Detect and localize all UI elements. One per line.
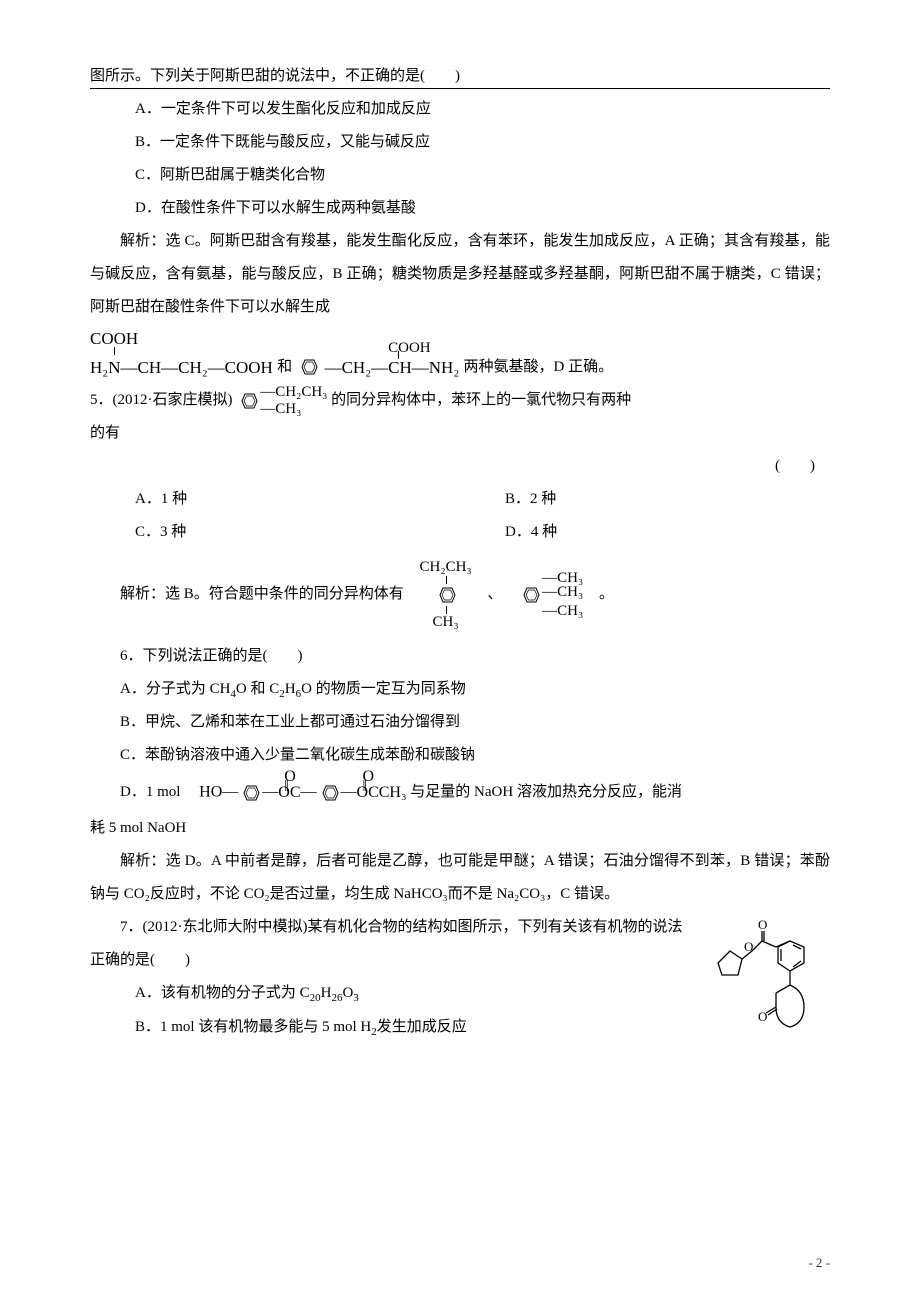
q6-option-b: B．甲烷、乙烯和苯在工业上都可通过石油分馏得到 [90, 706, 830, 739]
q5-isomer-2: —CH₃ —CH₃ —CH₃ [518, 570, 583, 620]
q7-structure-figure: O O O [700, 915, 830, 1045]
q7b-pre: B．1 mol 该有机物最多能与 5 mol H [135, 1019, 371, 1035]
svg-text:O: O [758, 917, 767, 932]
q6a-post: O 的物质一定互为同系物 [301, 681, 466, 697]
chem-struct-1b: H₂N—CH—CH₂—COOH [90, 359, 273, 376]
q7b-post: 发生加成反应 [377, 1019, 467, 1035]
q5-stem-pre: 5．(2012·石家庄模拟) [90, 392, 236, 408]
h2n: H₂N [90, 358, 120, 377]
page-number: - 2 - [808, 1249, 830, 1278]
q6-option-d-line2: 耗 5 mol NaOH [90, 812, 830, 845]
cooh2: COOH [225, 358, 273, 377]
sub20: 20 [310, 992, 321, 1004]
ch3d: CH₃ [557, 584, 583, 600]
q5-options-row1: A．1 种 B．2 种 [90, 483, 830, 516]
q6a-mid2: H [285, 681, 296, 697]
svg-text:O: O [744, 939, 753, 954]
benzene-icon [236, 390, 260, 412]
q6-option-d: D．1 mol HO——O‖OC——O‖OCCH₃ 与足量的 NaOH 溶液加热… [90, 780, 830, 804]
q6d-pre: D．1 mol [120, 784, 195, 800]
q7a-post: O [342, 985, 353, 1001]
benzene-icon [317, 782, 341, 804]
q7a-pre: A．该有机物的分子式为 C [135, 985, 310, 1001]
q5-blank: ( ) [90, 450, 830, 483]
ch: CH [137, 358, 161, 377]
chem-struct-1: COOH [90, 330, 138, 355]
q5-options-row2: C．3 种 D．4 种 [90, 516, 830, 549]
ch3e: CH₃ [557, 603, 583, 619]
q4-option-a: A．一定条件下可以发生酯化反应和加成反应 [90, 93, 830, 126]
nh2: NH₂ [429, 358, 459, 377]
q5-option-c: C．3 种 [90, 516, 460, 549]
ch2ch3: CH₂CH₃ [275, 384, 327, 400]
and-text: 和 [277, 359, 292, 375]
q7a-mid: H [321, 985, 332, 1001]
q5-expl-mid: 、 [487, 586, 502, 602]
q5-stem-line2: 的有 [90, 417, 830, 450]
cooh3: COOH [388, 341, 431, 356]
ch3a: CH₃ [275, 401, 301, 417]
sub26: 26 [331, 992, 342, 1004]
benzene-icon [518, 584, 542, 606]
ho: HO [199, 784, 222, 801]
q5-stem-post: 的同分异构体中，苯环上的一氯代物只有两种 [331, 392, 631, 408]
q7-block: O O O 7．(2012·东北师大附中模拟)某有机化合物的结构如图所示，下列有… [90, 911, 830, 1043]
oc: OC [278, 784, 300, 801]
q5-explanation: 解析：选 B。符合题中条件的同分异构体有 CH₂CH₃ CH₃ 、 —CH₃ —… [90, 559, 830, 630]
q5-expl-post: 。 [599, 586, 614, 602]
q4-chem-line: COOH H₂N—CH—CH₂—COOH 和 —CH₂—COOHCH—NH₂ 两… [90, 330, 830, 378]
q6-option-a: A．分子式为 CH4O 和 C2H6O 的物质一定互为同系物 [90, 673, 830, 706]
q6-stem: 6．下列说法正确的是( ) [90, 640, 830, 673]
ch2b: CH₂ [342, 358, 372, 377]
q5-structure: —CH₂CH₃—CH₃ [236, 384, 327, 417]
benzene-icon [238, 782, 262, 804]
sub3: 3 [353, 992, 359, 1004]
q4-option-b: B．一定条件下既能与酸反应，又能与碱反应 [90, 126, 830, 159]
q6a-pre: A．分子式为 CH [120, 681, 230, 697]
q4-option-d: D．在酸性条件下可以水解生成两种氨基酸 [90, 192, 830, 225]
q6-explanation: 解析：选 D。A 中前者是醇，后者可能是乙醇，也可能是甲醚；A 错误；石油分馏得… [90, 845, 830, 911]
svg-text:O: O [758, 1009, 767, 1024]
benzene-icon [296, 356, 320, 378]
ch2ch3b: CH₂CH₃ [420, 559, 472, 576]
q5-isomer-1: CH₂CH₃ CH₃ [420, 559, 472, 630]
q5-expl-pre: 解析：选 B。符合题中条件的同分异构体有 [120, 586, 404, 602]
ch2a: CH₂ [178, 358, 208, 377]
cooh-label: COOH [90, 329, 138, 348]
q4-option-c: C．阿斯巴甜属于糖类化合物 [90, 159, 830, 192]
q6d-post: 与足量的 NaOH 溶液加热充分反应，能消 [410, 784, 682, 800]
ch3b: CH₃ [420, 614, 472, 631]
chem-struct-2: —CH₂—COOHCH—NH₂ [325, 359, 460, 376]
q6-option-c: C．苯酚钠溶液中通入少量二氧化碳生成苯酚和碳酸钠 [90, 739, 830, 772]
ch2: CH [388, 358, 412, 377]
q4-expl-post: 两种氨基酸，D 正确。 [464, 359, 614, 375]
q5-stem: 5．(2012·石家庄模拟) —CH₂CH₃—CH₃ 的同分异构体中，苯环上的一… [90, 384, 830, 417]
q4-explanation: 解析：选 C。阿斯巴甜含有羧基，能发生酯化反应，含有苯环，能发生加成反应，A 正… [90, 225, 830, 324]
q5-option-d: D．4 种 [460, 516, 830, 549]
q6-structure: HO——O‖OC——O‖OCCH₃ [199, 782, 406, 804]
benzene-icon [434, 584, 458, 606]
q5-option-b: B．2 种 [460, 483, 830, 516]
q6a-mid1: O 和 C [236, 681, 279, 697]
q5-option-a: A．1 种 [90, 483, 460, 516]
header-rule [90, 88, 830, 89]
q4-expl-pre: 解析：选 C。阿斯巴甜含有羧基，能发生酯化反应，含有苯环，能发生加成反应，A 正… [90, 225, 830, 324]
